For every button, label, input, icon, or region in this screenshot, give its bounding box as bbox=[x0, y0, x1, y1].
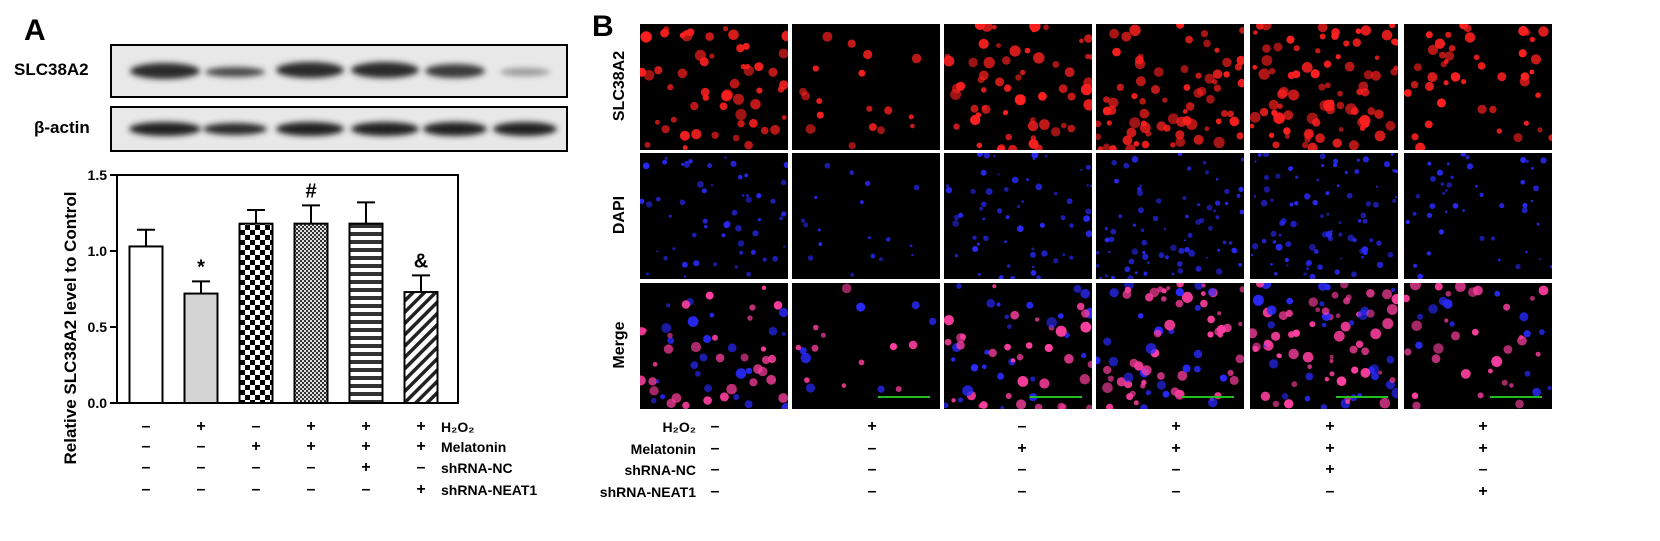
micrograph-blue-5 bbox=[1250, 153, 1398, 279]
row-label-merge: Merge bbox=[611, 321, 628, 369]
bar bbox=[403, 291, 439, 404]
bar bbox=[128, 245, 164, 404]
micrograph-red-5 bbox=[1250, 24, 1398, 150]
micrograph-red-6 bbox=[1404, 24, 1552, 150]
significance-marker: # bbox=[305, 180, 316, 202]
blot-label-beta-actin: β-actin bbox=[34, 118, 90, 137]
micrograph-cells bbox=[1404, 24, 1552, 150]
micrograph-cells bbox=[799, 31, 922, 150]
micrograph-cells bbox=[640, 156, 788, 278]
micrograph-cells bbox=[1250, 153, 1398, 279]
micrograph-cells bbox=[795, 283, 937, 398]
micrograph-cells bbox=[944, 24, 1092, 150]
micrograph-merge-1 bbox=[640, 283, 788, 409]
micrograph-cells bbox=[640, 26, 788, 150]
micrograph-red-3 bbox=[944, 24, 1092, 150]
significance-marker: * bbox=[197, 256, 205, 278]
micrograph-red-1 bbox=[640, 24, 788, 150]
micrograph-merge-5 bbox=[1250, 283, 1398, 409]
blot-label-slc38a2: SLC38A2 bbox=[14, 60, 89, 79]
micrograph-cells bbox=[1250, 283, 1398, 409]
bar bbox=[348, 222, 384, 404]
micrograph-cells bbox=[1250, 24, 1398, 150]
micrograph-cells bbox=[1096, 153, 1244, 279]
micrograph-red-4 bbox=[1096, 24, 1244, 150]
micrograph-cells bbox=[1405, 153, 1552, 279]
western-blot-slc38a2 bbox=[110, 44, 568, 98]
micrograph-blue-2 bbox=[792, 153, 940, 279]
micrograph-cells bbox=[1096, 283, 1244, 409]
row-label-slc38a2: SLC38A2 bbox=[611, 50, 628, 122]
micrograph-red-2 bbox=[792, 24, 940, 150]
bar bbox=[238, 222, 274, 404]
y-tick-label: 1.0 bbox=[88, 243, 108, 259]
micrograph-blue-1 bbox=[640, 153, 788, 279]
bar bbox=[293, 222, 329, 404]
micrograph-merge-4 bbox=[1096, 283, 1244, 409]
micrograph-merge-6 bbox=[1404, 283, 1552, 409]
bar-chart: Relative SLC38A2 level to Control 0.0 0.5… bbox=[61, 167, 459, 465]
micrograph-merge-2 bbox=[792, 283, 940, 409]
y-tick-label: 0.5 bbox=[88, 319, 108, 335]
significance-marker: & bbox=[414, 250, 428, 272]
y-tick-label: 0.0 bbox=[88, 395, 108, 411]
panel-b-letter: B bbox=[592, 10, 614, 43]
micrograph-cells bbox=[945, 153, 1092, 279]
micrograph-merge-3 bbox=[944, 283, 1092, 409]
micrograph-cells bbox=[1096, 24, 1244, 150]
micrograph-cells bbox=[800, 162, 920, 277]
plot-frame bbox=[116, 174, 459, 404]
row-label-dapi: DAPI bbox=[611, 195, 628, 235]
micrograph-cells bbox=[640, 285, 788, 409]
bar bbox=[183, 292, 219, 404]
micrograph-blue-3 bbox=[944, 153, 1092, 279]
micrograph-blue-4 bbox=[1096, 153, 1244, 279]
y-tick-label: 1.5 bbox=[88, 167, 108, 183]
panel-a-letter: A bbox=[24, 14, 46, 47]
micrograph-cells bbox=[1404, 283, 1552, 409]
y-axis-label: Relative SLC38A2 level to Control bbox=[61, 191, 80, 464]
western-blot-beta-actin bbox=[110, 106, 568, 152]
micrograph-cells bbox=[944, 283, 1092, 409]
micrograph-blue-6 bbox=[1404, 153, 1552, 279]
